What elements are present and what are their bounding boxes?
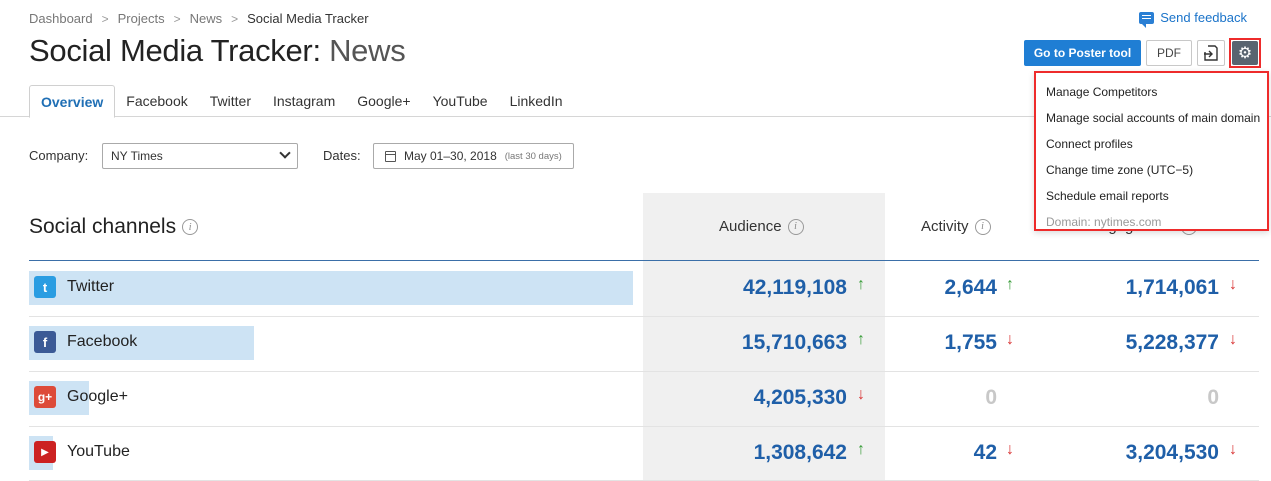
breadcrumb-separator: >	[173, 11, 181, 26]
go-to-poster-button[interactable]: Go to Poster tool	[1024, 40, 1141, 66]
date-range-picker[interactable]: May 01–30, 2018 (last 30 days)	[373, 143, 574, 169]
breadcrumb-projects[interactable]: Projects	[117, 11, 165, 26]
page-title-project: News	[329, 33, 406, 68]
trend-up-icon: ↑	[1006, 276, 1014, 293]
settings-button[interactable]: ⚙	[1229, 38, 1261, 68]
gear-icon: ⚙	[1232, 41, 1258, 65]
table-row: f Facebook 15,710,663 ↑ 1,755 ↓ 5,228,37…	[29, 316, 1259, 371]
audience-column-highlight	[643, 193, 885, 481]
info-icon[interactable]: i	[974, 218, 991, 235]
export-button[interactable]	[1197, 40, 1225, 66]
youtube-icon: ▶	[34, 441, 56, 463]
page-title-main: Social Media Tracker:	[29, 33, 321, 68]
engagement-value: 0	[1207, 386, 1219, 409]
facebook-icon: f	[34, 331, 56, 353]
table-header-divider	[29, 260, 1259, 261]
column-header-activity: Activity i	[921, 218, 991, 235]
audience-value: 1,308,642	[753, 441, 847, 464]
dates-label: Dates:	[323, 148, 361, 163]
row-divider	[29, 316, 1259, 317]
audience-bar	[29, 271, 633, 305]
table-row: g+ Google+ 4,205,330 ↓ 0 0	[29, 371, 1259, 426]
trend-down-icon: ↓	[1229, 276, 1237, 293]
activity-value: 42	[973, 441, 997, 464]
date-range-note: (last 30 days)	[504, 150, 562, 162]
audience-value: 15,710,663	[741, 331, 847, 354]
breadcrumb: Dashboard > Projects > News > Social Med…	[29, 11, 369, 26]
trend-down-icon: ↓	[1006, 331, 1014, 348]
menu-item-connect-profiles[interactable]: Connect profiles	[1046, 137, 1133, 151]
date-range-value: May 01–30, 2018	[404, 149, 497, 163]
chevron-down-icon	[279, 147, 291, 159]
trend-down-icon: ↓	[857, 386, 865, 403]
engagement-value: 1,714,061	[1125, 276, 1219, 299]
info-icon[interactable]: i	[182, 219, 199, 235]
page-title: Social Media Tracker: News	[29, 33, 406, 69]
engagement-value: 5,228,377	[1125, 331, 1219, 354]
send-feedback-label: Send feedback	[1160, 10, 1247, 25]
menu-item-manage-competitors[interactable]: Manage Competitors	[1046, 85, 1158, 99]
tab-linkedin[interactable]: LinkedIn	[509, 93, 563, 109]
channel-tabs: Overview Facebook Twitter Instagram Goog…	[29, 85, 574, 118]
info-icon[interactable]: i	[787, 218, 804, 235]
audience-bar	[29, 326, 254, 360]
activity-value: 1,755	[944, 331, 997, 354]
twitter-icon: t	[34, 276, 56, 298]
calendar-icon	[385, 150, 396, 162]
tab-youtube[interactable]: YouTube	[432, 93, 488, 109]
channel-name[interactable]: Google+	[67, 388, 128, 405]
activity-value: 0	[985, 386, 997, 409]
trend-up-icon: ↑	[857, 331, 865, 348]
section-title: Social channels i	[29, 215, 199, 239]
row-divider	[29, 426, 1259, 427]
trend-down-icon: ↓	[1229, 331, 1237, 348]
send-feedback-link[interactable]: Send feedback	[1139, 10, 1247, 28]
trend-down-icon: ↓	[1229, 441, 1237, 458]
breadcrumb-dashboard[interactable]: Dashboard	[29, 11, 93, 26]
settings-menu: Manage Competitors Manage social account…	[1034, 71, 1269, 231]
channel-name[interactable]: Facebook	[67, 333, 138, 350]
breadcrumb-current: Social Media Tracker	[247, 11, 369, 26]
table-row: t Twitter 42,119,108 ↑ 2,644 ↑ 1,714,061…	[29, 261, 1259, 316]
audience-value: 42,119,108	[743, 276, 847, 299]
breadcrumb-news[interactable]: News	[189, 11, 223, 26]
table-row: ▶ YouTube 1,308,642 ↑ 42 ↓ 3,204,530 ↓	[29, 426, 1259, 481]
audience-header-label: Audience	[719, 218, 782, 235]
menu-item-change-time-zone[interactable]: Change time zone (UTC−5)	[1046, 163, 1194, 177]
company-select-value: NY Times	[111, 149, 163, 163]
audience-value: 4,205,330	[753, 386, 847, 409]
tab-facebook[interactable]: Facebook	[126, 93, 188, 109]
breadcrumb-separator: >	[101, 11, 109, 26]
tab-instagram[interactable]: Instagram	[272, 93, 336, 109]
menu-item-manage-social-accounts[interactable]: Manage social accounts of main domain	[1046, 111, 1261, 125]
chat-bubble-icon	[1139, 11, 1155, 28]
menu-item-domain: Domain: nytimes.com	[1046, 215, 1162, 229]
pdf-button[interactable]: PDF	[1146, 40, 1192, 66]
tab-overview[interactable]: Overview	[29, 85, 116, 118]
column-header-audience: Audience i	[719, 218, 804, 235]
google-plus-icon: g+	[34, 386, 56, 408]
menu-item-schedule-email-reports[interactable]: Schedule email reports	[1046, 189, 1169, 203]
channel-name[interactable]: Twitter	[67, 278, 115, 295]
activity-header-label: Activity	[921, 218, 969, 235]
company-select[interactable]: NY Times	[102, 143, 298, 169]
tab-twitter[interactable]: Twitter	[209, 93, 251, 109]
row-divider	[29, 371, 1259, 372]
section-title-label: Social channels	[29, 215, 177, 238]
company-label: Company:	[29, 148, 89, 163]
trend-down-icon: ↓	[1006, 441, 1014, 458]
channel-name[interactable]: YouTube	[67, 443, 130, 460]
tab-google-plus[interactable]: Google+	[357, 93, 411, 109]
breadcrumb-separator: >	[231, 11, 239, 26]
trend-up-icon: ↑	[857, 441, 865, 458]
trend-up-icon: ↑	[857, 276, 865, 293]
export-icon	[1204, 45, 1218, 61]
tabs-divider	[0, 116, 1271, 117]
activity-value: 2,644	[944, 276, 997, 299]
engagement-value: 3,204,530	[1125, 441, 1219, 464]
